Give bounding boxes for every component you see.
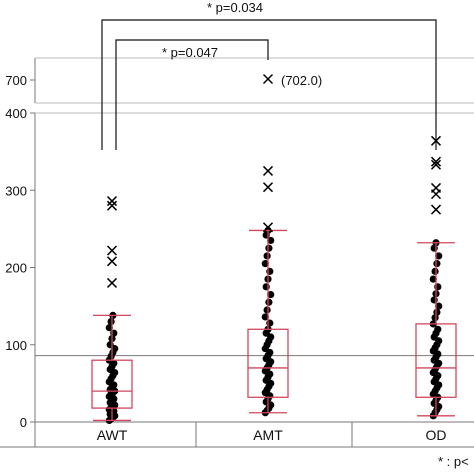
- outlier-marker: [262, 73, 274, 85]
- data-point: [267, 236, 275, 245]
- y-tick-label: 100: [5, 338, 27, 353]
- outlier-stroke: [262, 165, 274, 176]
- y-tick-label: 300: [5, 183, 27, 198]
- data-point: [107, 317, 115, 326]
- footnote-label: * : p<: [438, 454, 469, 469]
- data-point: [265, 298, 273, 306]
- outlier-stroke: [106, 200, 118, 211]
- data-point: [265, 244, 273, 252]
- data-point: [266, 319, 274, 327]
- data-point: [263, 306, 271, 314]
- outlier-marker: [430, 159, 442, 170]
- box-iqr: [247, 328, 289, 398]
- outlier-marker: [430, 182, 442, 193]
- data-point: [266, 267, 274, 275]
- data-point: [430, 296, 438, 304]
- data-point: [267, 290, 275, 299]
- data-point: [261, 260, 269, 268]
- data-point: [431, 267, 439, 275]
- outlier-stroke: [106, 245, 118, 256]
- x-tick-label: AWT: [97, 427, 128, 443]
- box-od: [415, 135, 457, 417]
- data-point: [433, 260, 441, 268]
- outlier-marker: [262, 222, 274, 233]
- x-tick-label: OD: [426, 427, 447, 443]
- y-tick-label: 200: [5, 261, 27, 276]
- outlier-marker: [106, 277, 118, 288]
- box-amt: [247, 73, 289, 414]
- outlier-marker: [106, 196, 118, 207]
- outlier-marker: [106, 245, 118, 256]
- data-point: [262, 283, 270, 291]
- data-point: [429, 275, 437, 283]
- p-value-label: * p=0.047: [162, 45, 218, 60]
- outlier-marker: [106, 200, 118, 211]
- data-point: [433, 308, 441, 316]
- data-point: [434, 283, 442, 291]
- outlier-marker: [430, 156, 442, 167]
- x-tick-label: AMT: [253, 427, 283, 443]
- data-point: [263, 252, 271, 260]
- data-points: [105, 226, 443, 425]
- y-tick-label-upper: 700: [5, 73, 27, 88]
- outlier-stroke: [430, 159, 442, 170]
- outlier-stroke: [262, 182, 274, 193]
- data-point: [106, 341, 114, 349]
- data-point: [435, 302, 443, 310]
- outlier-stroke: [106, 277, 118, 288]
- data-point: [434, 325, 442, 333]
- outlier-stroke: [262, 73, 274, 85]
- outlier-value-label: (702.0): [281, 73, 322, 88]
- y-tick-label: 400: [5, 106, 27, 121]
- annotations: * p=0.034 * p=0.047 (702.0) * : p<: [101, 0, 469, 469]
- outlier-stroke: [106, 196, 118, 207]
- outlier-marker: [430, 204, 442, 215]
- outlier-marker: [262, 182, 274, 193]
- outlier-stroke: [430, 156, 442, 167]
- bracket-awt-od: [101, 19, 437, 150]
- outlier-stroke: [430, 204, 442, 215]
- y-tick-label: 0: [20, 415, 27, 430]
- box-iqr: [415, 323, 457, 398]
- data-point: [435, 252, 443, 260]
- outlier-marker: [262, 165, 274, 176]
- bracket-awt-amt: [115, 39, 269, 150]
- box-iqr: [91, 359, 133, 409]
- box-awt: [91, 196, 133, 422]
- outlier-stroke: [430, 182, 442, 193]
- p-value-label: * p=0.034: [207, 0, 263, 15]
- data-point: [431, 314, 439, 322]
- outlier-stroke: [262, 222, 274, 233]
- outlier-stroke: [106, 256, 118, 267]
- data-point: [261, 313, 269, 321]
- outlier-marker: [106, 256, 118, 267]
- data-point: [105, 324, 113, 332]
